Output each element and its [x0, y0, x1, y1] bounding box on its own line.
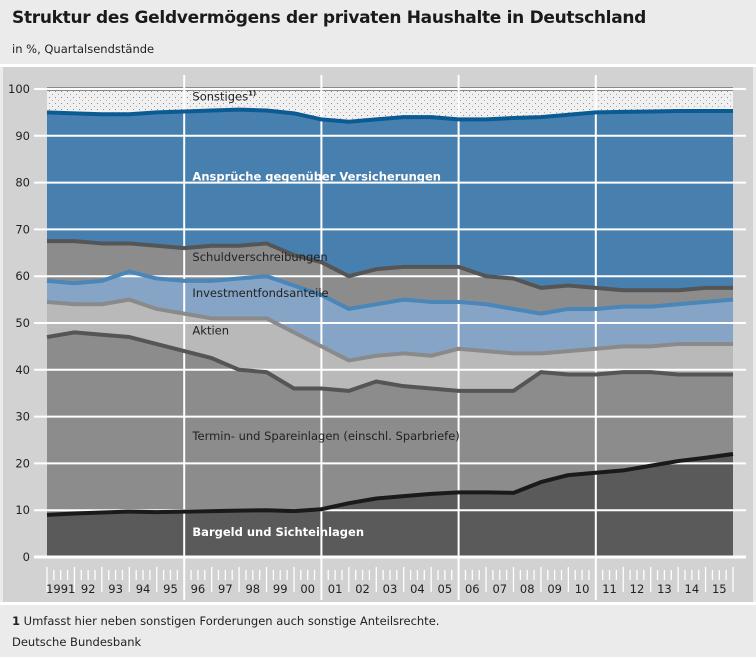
line-termin-und-spareinlagen-einschl-sparbriefe: [46, 330, 733, 393]
area-termin-und-spareinlagen-einschl-sparbriefe: [47, 332, 733, 515]
line-aktien: [46, 297, 733, 363]
y-tick-label: 0: [23, 550, 30, 564]
label-sonstiges: Sonstiges1): [192, 90, 256, 104]
label-schuldverschreibungen: Schuldverschreibungen: [192, 250, 327, 264]
x-tick-label: 04: [410, 582, 425, 596]
area-schuldverschreibungen: [47, 241, 733, 314]
x-tick-label: 02: [355, 582, 370, 596]
x-tick-label: 15: [712, 582, 727, 596]
area-investmentfondsanteile: [47, 271, 733, 361]
x-tick-label: 93: [108, 582, 123, 596]
footnote: 1 Umfasst hier neben sonstigen Forderung…: [12, 614, 439, 628]
x-axis: 1991 92 93 94 95 96 97 98 99 00 01 02 03 04 05 06 07 08 09…: [46, 567, 734, 596]
x-tick-label: 14: [685, 582, 700, 596]
x-tick-label: 06: [465, 582, 480, 596]
y-tick-label: 100: [8, 82, 30, 96]
y-tick-label: 70: [15, 222, 30, 236]
header-divider: [0, 64, 756, 67]
line-bargeld-und-sichteinlagen: [46, 452, 734, 517]
x-tick-label: 98: [245, 582, 260, 596]
line-investmentfondsanteile: [46, 269, 734, 316]
label-aktien: Aktien: [192, 324, 229, 338]
x-tick-label: 07: [492, 582, 507, 596]
y-axis: 0 10 20 30 40 50 60 70 80 90 100: [8, 82, 30, 564]
x-tick-label: 1991: [46, 582, 75, 596]
y-tick-label: 80: [15, 176, 30, 190]
x-tick-label: 11: [602, 582, 617, 596]
gridlines: [34, 75, 746, 600]
y-tick-label: 50: [15, 316, 30, 330]
x-tick-label: 94: [136, 582, 151, 596]
x-tick-label: 92: [81, 582, 96, 596]
y-tick-label: 90: [15, 129, 30, 143]
series-labels: Sonstiges1) Ansprüche gegenüber Versicher…: [191, 90, 459, 539]
y-tick-label: 60: [15, 269, 30, 283]
x-tick-label: 95: [163, 582, 178, 596]
x-tick-label: 96: [191, 582, 206, 596]
source-note: Deutsche Bundesbank: [12, 635, 142, 649]
label-bargeld-und-sichteinlagen: Bargeld und Sichteinlagen: [192, 525, 364, 539]
chart-title: Struktur des Geldvermögens der privaten …: [12, 8, 647, 28]
label-superscript: 1): [248, 90, 256, 98]
x-tick-label: 12: [630, 582, 645, 596]
x-tick-label: 05: [438, 582, 453, 596]
boundary-lines: [46, 107, 734, 517]
line-schuldverschreibungen: [47, 239, 733, 293]
area-bargeld-und-sichteinlagen: [47, 454, 733, 557]
footnote-number: 1: [12, 614, 21, 628]
x-tick-label: 13: [657, 582, 672, 596]
chart-subtitle: in %, Quartalsendstände: [12, 42, 155, 56]
y-tick-label: 20: [15, 456, 30, 470]
line-ansprüche-gegenüber-versicherungen: [46, 107, 733, 124]
x-tick-label: 99: [273, 582, 288, 596]
footer-divider: [0, 602, 756, 605]
y-tick-label: 10: [15, 503, 30, 517]
x-tick-label: 09: [547, 582, 562, 596]
y-tick-label: 40: [15, 363, 30, 377]
x-tick-label: 10: [575, 582, 590, 596]
x-tick-label: 08: [520, 582, 535, 596]
y-tick-label: 30: [15, 410, 30, 424]
x-tick-label: 03: [383, 582, 398, 596]
x-tick-label: 00: [300, 582, 315, 596]
label-termin-und-spareinlagen-einschl-sparbriefe: Termin- und Spareinlagen (einschl. Sparb…: [191, 429, 459, 443]
label-ansprüche-gegenüber-versicherungen: Ansprüche gegenüber Versicherungen: [192, 169, 441, 183]
footnote-text: Umfasst hier neben sonstigen Forderungen…: [20, 614, 440, 628]
x-tick-label: 97: [218, 582, 233, 596]
label-investmentfondsanteile: Investmentfondsanteile: [192, 286, 328, 300]
x-tick-label: 01: [328, 582, 343, 596]
